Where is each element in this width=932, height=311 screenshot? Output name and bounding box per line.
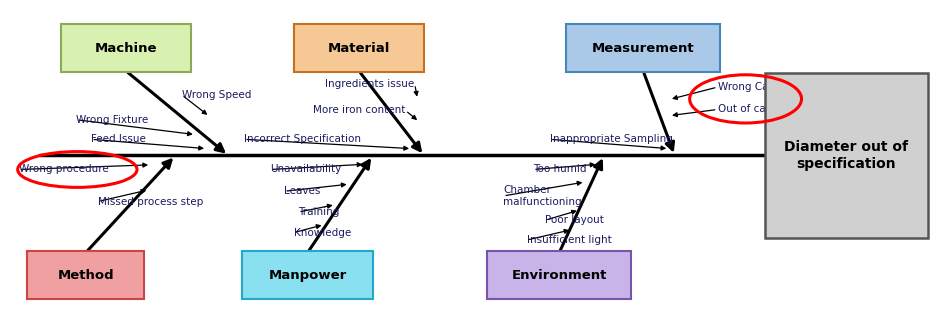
Text: Diameter out of
specification: Diameter out of specification [784, 140, 909, 171]
FancyBboxPatch shape [294, 24, 424, 72]
Text: Out of calibration: Out of calibration [718, 104, 809, 114]
Text: Wrong procedure: Wrong procedure [19, 165, 108, 174]
Text: Chamber
malfunctioning: Chamber malfunctioning [503, 185, 582, 207]
Text: Ingredients issue: Ingredients issue [325, 79, 415, 89]
Text: Poor layout: Poor layout [545, 215, 604, 225]
FancyBboxPatch shape [242, 251, 373, 299]
Text: Wrong Calliper: Wrong Calliper [718, 82, 794, 92]
Text: Feed Issue: Feed Issue [91, 134, 146, 144]
Text: Incorrect Specification: Incorrect Specification [244, 134, 362, 144]
Text: Knowledge: Knowledge [294, 228, 350, 238]
Text: Machine: Machine [94, 42, 158, 55]
Text: Wrong Fixture: Wrong Fixture [76, 115, 149, 125]
Text: Measurement: Measurement [592, 42, 694, 55]
Text: Insufficient light: Insufficient light [527, 235, 611, 245]
Text: Unavailability: Unavailability [270, 165, 341, 174]
Text: Training: Training [298, 207, 339, 217]
Text: Missed process step: Missed process step [98, 197, 203, 207]
FancyBboxPatch shape [487, 251, 632, 299]
Text: Too humid: Too humid [533, 165, 586, 174]
Text: Manpower: Manpower [268, 269, 347, 282]
Text: Wrong Speed: Wrong Speed [182, 90, 251, 100]
FancyBboxPatch shape [764, 73, 928, 238]
Text: Environment: Environment [512, 269, 607, 282]
Text: More iron content: More iron content [313, 105, 405, 115]
Text: Material: Material [328, 42, 390, 55]
FancyBboxPatch shape [27, 251, 144, 299]
FancyBboxPatch shape [566, 24, 720, 72]
Text: Method: Method [58, 269, 114, 282]
Text: Inappropriate Sampling: Inappropriate Sampling [550, 134, 673, 144]
Text: Leaves: Leaves [284, 186, 321, 196]
FancyBboxPatch shape [61, 24, 191, 72]
